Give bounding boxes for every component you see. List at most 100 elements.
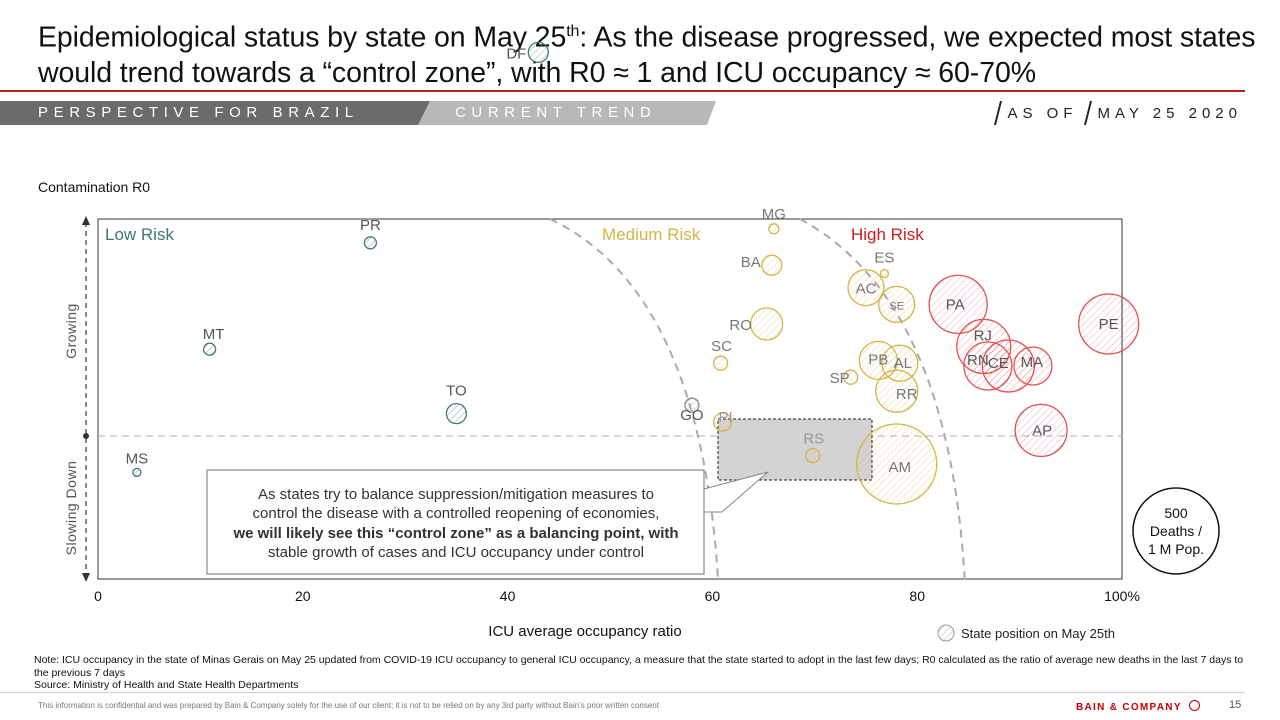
state-label-df: DF (506, 45, 526, 62)
bubble-sp (842, 369, 859, 385)
bubble-ma (1013, 346, 1053, 386)
x-tick-label: 80 (909, 588, 925, 604)
plot-frame (97, 218, 1123, 580)
x-tick-label: 100% (1104, 588, 1140, 604)
state-label-ac: AC (856, 281, 877, 298)
bubble-df (527, 41, 549, 64)
state-label-ba: BA (741, 254, 761, 271)
zone-label-medium-risk: Medium Risk (602, 225, 701, 244)
state-label-sp: SP (830, 370, 850, 387)
size-legend-line-2: Deaths / (1150, 523, 1202, 539)
title-divider (0, 90, 1245, 92)
bubble-to (445, 402, 468, 425)
bubble-sc (712, 355, 729, 371)
bubble-rs (805, 447, 821, 464)
source-text: Source: Ministry of Health and State Hea… (34, 679, 299, 691)
bubble-ap (1014, 403, 1068, 458)
callout-box (206, 469, 705, 575)
state-label-ma: MA (1021, 354, 1044, 371)
size-legend-text: 500 Deaths / 1 M Pop. (1148, 505, 1204, 557)
state-label-sc: SC (711, 338, 732, 355)
brand-name: BAIN & COMPANY (1076, 702, 1182, 713)
brand-mark-icon (1188, 700, 1200, 711)
state-label-ce: CE (988, 355, 1009, 372)
callout-line-2: control the disease with a controlled re… (253, 505, 660, 522)
state-label-pb: PB (868, 351, 888, 368)
bubble-pa (928, 274, 988, 335)
confidentiality-disclaimer: This information is confidential and was… (38, 701, 659, 710)
callout-text: As states try to balance suppression/mit… (232, 486, 678, 561)
brand-logo: BAIN & COMPANY (1076, 700, 1200, 713)
callout-bold-line: we will likely see this “control zone” a… (232, 525, 678, 542)
arrow-down-icon (82, 573, 90, 582)
state-label-pe: PE (1099, 316, 1119, 333)
bubble-ac (847, 268, 885, 307)
zone-boundary-medium-high (799, 218, 966, 586)
bubble-se (878, 285, 916, 324)
y-axis-title: Contamination R0 (38, 179, 150, 195)
bubble-ro (750, 307, 784, 341)
control-zone (717, 418, 873, 481)
state-label-pr: PR (360, 217, 381, 234)
tab-current-trend[interactable]: CURRENT TREND (455, 104, 657, 121)
x-tick-label: 0 (94, 588, 102, 604)
x-tick-label: 60 (705, 588, 721, 604)
state-label-to: TO (446, 383, 467, 400)
zone-label-low-risk: Low Risk (105, 225, 174, 244)
bubble-pr (363, 236, 378, 250)
state-label-al: AL (894, 355, 912, 372)
x-tick-label: 20 (295, 588, 311, 604)
footnote: Note: ICU occupancy in the state of Mina… (34, 654, 1244, 692)
section-label: PERSPECTIVE FOR BRAZIL (38, 104, 359, 121)
point-legend-label: State position on May 25th (961, 626, 1115, 641)
state-label-mt: MT (203, 326, 225, 343)
x-axis-ticks: 0 20 40 60 80 100% (94, 588, 1140, 604)
bubble-mt (202, 342, 217, 356)
point-legend-icon (937, 624, 955, 642)
footer-divider (0, 692, 1245, 693)
bubble-layer (132, 41, 1140, 505)
bubble-pe (1078, 293, 1140, 355)
bubble-al (881, 344, 919, 382)
state-label-mg: MG (762, 206, 786, 223)
state-label-se: SE (889, 300, 904, 312)
section-bar (0, 101, 430, 125)
state-label-pi: PI (719, 409, 733, 426)
axis-midpoint (83, 433, 89, 439)
label-layer: MS MT PR TO DF GO PI SC MG BA RO RS SP AC ES SE PB AL RR AM… (126, 45, 1119, 476)
bubble-ms (132, 467, 142, 478)
arrow-up-icon (82, 216, 90, 225)
bubble-am (856, 423, 938, 505)
size-legend-line-3: 1 M Pop. (1148, 541, 1204, 557)
y-label-growing: Growing (63, 303, 79, 359)
state-label-rn: RN (967, 352, 989, 369)
bubble-mg (768, 223, 780, 235)
state-label-rr: RR (896, 386, 918, 403)
state-label-ms: MS (126, 450, 149, 467)
state-label-rs: RS (803, 431, 824, 448)
state-label-rj: RJ (974, 327, 992, 344)
bubble-rn (963, 341, 1013, 391)
callout-line-1: As states try to balance suppression/mit… (258, 486, 654, 503)
bubble-pi (712, 412, 733, 432)
note-text: Note: ICU occupancy in the state of Mina… (34, 654, 1244, 679)
zone-label-high-risk: High Risk (851, 225, 924, 244)
state-label-am: AM (888, 459, 911, 476)
tab-bar (418, 101, 716, 125)
state-label-ro: RO (729, 317, 752, 334)
state-label-go: GO (680, 407, 703, 424)
callout-line-3: stable growth of cases and ICU occupancy… (268, 544, 644, 561)
state-label-pa: PA (946, 296, 965, 313)
size-legend-circle (1132, 487, 1220, 575)
as-of-indicator: AS OF MAY 25 2020 (987, 101, 1242, 125)
x-axis-title: ICU average occupancy ratio (488, 623, 681, 640)
bubble-ba (761, 254, 783, 276)
bubble-go (684, 397, 700, 413)
size-legend-line-1: 500 (1164, 505, 1188, 521)
state-label-ap: AP (1032, 422, 1052, 439)
as-of-label: AS OF (1007, 104, 1078, 122)
x-tick-label: 40 (500, 588, 516, 604)
y-label-slowing-down: Slowing Down (63, 461, 79, 556)
page-number: 15 (1229, 699, 1242, 711)
